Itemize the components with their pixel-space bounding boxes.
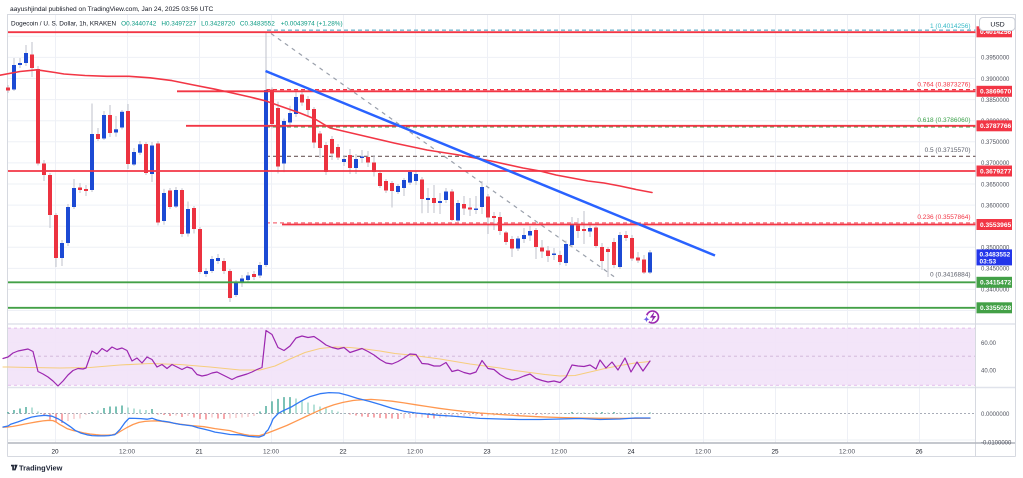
svg-text:26: 26 [915, 449, 923, 456]
svg-text:0.3600000: 0.3600000 [981, 203, 1010, 209]
svg-text:12:00: 12:00 [407, 449, 423, 456]
svg-text:0.3700000: 0.3700000 [981, 161, 1010, 167]
svg-text:Dogecoin / U. S. Dollar, 1h, K: Dogecoin / U. S. Dollar, 1h, KRAKEN O0.34… [11, 20, 343, 27]
svg-text:0.3500000: 0.3500000 [981, 246, 1010, 252]
svg-text:12:00: 12:00 [119, 449, 135, 456]
svg-text:0.618 (0.3786060): 0.618 (0.3786060) [917, 117, 970, 124]
svg-text:aayushjindal published on Trad: aayushjindal published on TradingView.co… [10, 6, 214, 13]
svg-text:40.00: 40.00 [981, 368, 997, 374]
svg-text:0.3450000: 0.3450000 [981, 267, 1010, 273]
svg-text:0.3679277: 0.3679277 [980, 168, 1012, 175]
svg-text:TradingView: TradingView [19, 463, 63, 472]
svg-text:0.3787766: 0.3787766 [980, 123, 1012, 130]
svg-text:-0.0100000: -0.0100000 [981, 441, 1012, 447]
svg-text:0.0000000: 0.0000000 [981, 412, 1010, 418]
svg-text:20: 20 [51, 449, 59, 456]
svg-text:0 (0.3416884): 0 (0.3416884) [930, 272, 970, 279]
svg-text:21: 21 [195, 449, 203, 456]
svg-text:25: 25 [771, 449, 779, 456]
svg-text:0.3400000: 0.3400000 [981, 288, 1010, 294]
svg-text:0.3355028: 0.3355028 [980, 305, 1012, 312]
svg-text:12:00: 12:00 [551, 449, 567, 456]
svg-text:0.3553965: 0.3553965 [980, 222, 1012, 229]
svg-text:0.3850000: 0.3850000 [981, 98, 1010, 104]
svg-text:60.00: 60.00 [981, 341, 997, 347]
svg-text:0.3415472: 0.3415472 [980, 280, 1012, 287]
svg-text:12:00: 12:00 [263, 449, 279, 456]
svg-text:0.236 (0.3557864): 0.236 (0.3557864) [917, 214, 970, 221]
svg-text:24: 24 [627, 449, 635, 456]
svg-text:0.4014256: 0.4014256 [980, 29, 1012, 36]
svg-text:0.3869670: 0.3869670 [980, 89, 1012, 96]
svg-text:0.3750000: 0.3750000 [981, 140, 1010, 146]
svg-text:0.3950000: 0.3950000 [981, 56, 1010, 62]
svg-text:12:00: 12:00 [839, 449, 855, 456]
svg-text:0.3483552: 0.3483552 [980, 252, 1011, 259]
svg-text:0.3900000: 0.3900000 [981, 77, 1010, 83]
svg-text:22: 22 [339, 449, 347, 456]
svg-text:0.5 (0.3715570): 0.5 (0.3715570) [925, 147, 971, 154]
svg-text:23: 23 [483, 449, 491, 456]
svg-text:12:00: 12:00 [695, 449, 711, 456]
svg-text:1 (0.4014256): 1 (0.4014256) [930, 23, 970, 30]
svg-text:0.3650000: 0.3650000 [981, 182, 1010, 188]
svg-text:03:53: 03:53 [980, 259, 997, 266]
svg-text:USD: USD [990, 22, 1004, 29]
svg-text:0.764 (0.3873276): 0.764 (0.3873276) [917, 81, 970, 88]
